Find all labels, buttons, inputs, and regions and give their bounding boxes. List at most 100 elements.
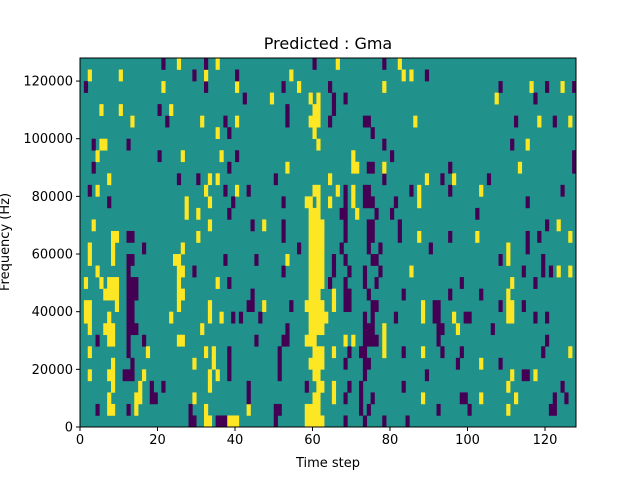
heatmap-cell-high	[207, 196, 213, 209]
heatmap-cell-high	[568, 230, 573, 243]
heatmap-cell-high	[87, 300, 92, 312]
heatmap-cell-low	[362, 346, 368, 359]
heatmap-cell-high	[176, 288, 182, 301]
heatmap-cell-low	[277, 357, 282, 370]
heatmap-cell-high	[316, 323, 321, 336]
heatmap-cell-low	[130, 288, 135, 301]
heatmap-cell-high	[107, 323, 112, 336]
heatmap-cell-high	[312, 357, 317, 370]
heatmap-cell-low	[390, 150, 395, 163]
heatmap-cell-high	[331, 392, 337, 405]
heatmap-cell-high	[285, 161, 290, 174]
heatmap-cell-low	[366, 184, 371, 197]
heatmap-cell-high	[355, 161, 360, 174]
heatmap-cell-high	[289, 69, 294, 82]
heatmap-cell-high	[355, 207, 360, 220]
heatmap-cell-low	[204, 58, 209, 70]
heatmap-cell-high	[215, 369, 220, 382]
heatmap-cell-low	[397, 219, 402, 232]
heatmap-cell-low	[223, 254, 228, 266]
heatmap-cell-high	[529, 81, 534, 93]
heatmap-cell-high	[304, 415, 309, 428]
heatmap-cell-high	[452, 311, 457, 324]
heatmap-cell-low	[130, 357, 135, 370]
heatmap-cell-low	[370, 196, 375, 209]
heatmap-cell-high	[506, 380, 511, 393]
heatmap-cell-low	[130, 277, 135, 289]
heatmap-cell-low	[235, 150, 240, 163]
heatmap-cell-low	[362, 277, 368, 289]
heatmap-cell-low	[393, 311, 399, 324]
heatmap-cell-low	[362, 115, 368, 128]
heatmap-cell-low	[91, 138, 96, 151]
heatmap-cell-low	[382, 138, 387, 151]
heatmap-cell-low	[215, 415, 220, 428]
heatmap-cell-high	[506, 300, 511, 312]
heatmap-cell-high	[320, 323, 325, 336]
heatmap-cell-low	[273, 173, 278, 186]
heatmap-cell-high	[114, 300, 120, 312]
heatmap-cell-low	[548, 403, 554, 416]
heatmap-cell-low	[223, 415, 228, 428]
heatmap-cell-low	[362, 311, 368, 324]
heatmap-cell-low	[366, 357, 371, 370]
heatmap-cell-high	[87, 69, 92, 82]
heatmap-cell-high	[475, 230, 480, 243]
heatmap-cell-high	[107, 288, 112, 301]
heatmap-cell-low	[498, 254, 503, 266]
heatmap-cell-low	[343, 300, 348, 312]
heatmap-cell-low	[235, 69, 240, 82]
heatmap-cell-low	[227, 207, 232, 220]
heatmap-background-level	[80, 58, 576, 427]
heatmap-cell-high	[413, 115, 418, 128]
heatmap-cell-high	[479, 392, 484, 405]
heatmap-cell-high	[316, 254, 321, 266]
heatmap-cell-low	[343, 415, 348, 428]
heatmap-cell-high	[200, 115, 205, 128]
heatmap-cell-low	[149, 380, 154, 393]
heatmap-cell-low	[572, 81, 577, 93]
heatmap-cell-low	[366, 115, 371, 128]
heatmap-cell-high	[331, 300, 337, 312]
heatmap-cell-high	[111, 334, 116, 347]
heatmap-cell-low	[366, 219, 371, 232]
heatmap-cell-high	[421, 311, 426, 324]
heatmap-cell-high	[312, 115, 317, 128]
heatmap-cell-high	[83, 277, 89, 289]
heatmap-cell-low	[343, 207, 348, 220]
heatmap-cell-low	[366, 288, 371, 301]
heatmap-cell-low	[126, 138, 131, 151]
heatmap-cell-high	[510, 369, 515, 382]
heatmap-cell-high	[219, 311, 224, 324]
heatmap-cell-low	[436, 334, 441, 347]
heatmap-cell-low	[281, 265, 286, 278]
heatmap-cell-low	[246, 380, 251, 393]
heatmap-cell-high	[308, 207, 313, 220]
heatmap-cell-low	[498, 300, 503, 312]
heatmap-cell-low	[401, 288, 406, 301]
heatmap-cell-low	[459, 277, 464, 289]
heatmap-cell-low	[196, 173, 201, 186]
heatmap-cell-high	[455, 323, 461, 336]
heatmap-cell-low	[370, 230, 375, 243]
heatmap-cell-high	[506, 242, 511, 255]
heatmap-cell-low	[366, 161, 371, 174]
heatmap-cell-low	[273, 403, 278, 416]
heatmap-cell-high	[196, 230, 201, 243]
heatmap-cell-low	[285, 334, 290, 347]
heatmap-cell-high	[312, 311, 317, 324]
heatmap-cell-high	[207, 300, 213, 312]
heatmap-cell-high	[343, 334, 348, 347]
heatmap-cell-high	[180, 150, 185, 163]
heatmap-cell-low	[192, 69, 197, 82]
heatmap-cell-low	[475, 207, 480, 220]
heatmap-cell-low	[227, 357, 232, 370]
heatmap-cell-low	[467, 403, 472, 416]
heatmap-cell-low	[238, 311, 244, 324]
heatmap-cell-high	[176, 277, 182, 289]
heatmap-cell-high	[510, 300, 515, 312]
heatmap-cell-low	[130, 254, 135, 266]
heatmap-cell-low	[343, 254, 348, 266]
heatmap-cell-low	[126, 300, 131, 312]
